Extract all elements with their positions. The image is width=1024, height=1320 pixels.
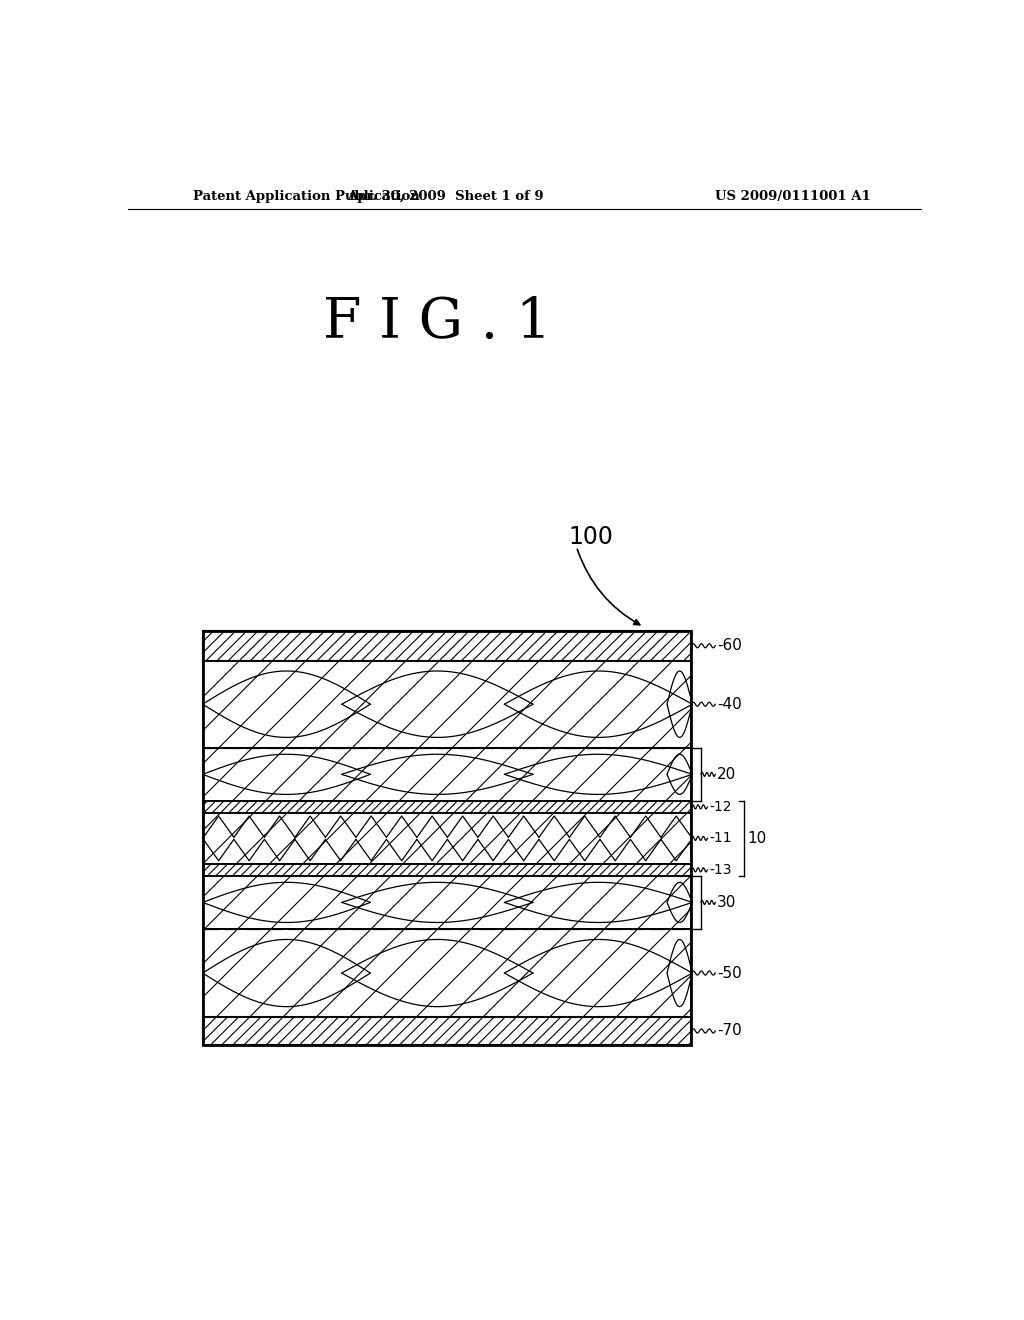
Bar bbox=[204, 631, 691, 1044]
Text: -40: -40 bbox=[718, 697, 742, 711]
Text: 30: 30 bbox=[717, 895, 736, 909]
Text: US 2009/0111001 A1: US 2009/0111001 A1 bbox=[715, 190, 871, 202]
Text: Apr. 30, 2009  Sheet 1 of 9: Apr. 30, 2009 Sheet 1 of 9 bbox=[347, 190, 544, 202]
Bar bbox=[204, 1018, 691, 1044]
Bar bbox=[204, 863, 691, 876]
Text: -11: -11 bbox=[709, 832, 731, 845]
Text: 100: 100 bbox=[568, 524, 613, 549]
Text: -12: -12 bbox=[709, 800, 731, 814]
Text: 10: 10 bbox=[748, 830, 766, 846]
Text: -60: -60 bbox=[718, 639, 742, 653]
Bar bbox=[204, 876, 691, 929]
Bar bbox=[204, 929, 691, 1018]
Text: -50: -50 bbox=[718, 965, 742, 981]
Text: 20: 20 bbox=[717, 767, 736, 781]
Text: Patent Application Publication: Patent Application Publication bbox=[194, 190, 420, 202]
Bar bbox=[204, 660, 691, 748]
Bar bbox=[204, 801, 691, 813]
Text: -13: -13 bbox=[709, 863, 731, 876]
Text: F I G . 1: F I G . 1 bbox=[324, 296, 552, 350]
FancyArrowPatch shape bbox=[578, 549, 640, 624]
Bar bbox=[204, 631, 691, 660]
Text: -70: -70 bbox=[718, 1023, 742, 1039]
Bar bbox=[204, 813, 691, 863]
Bar bbox=[204, 748, 691, 801]
